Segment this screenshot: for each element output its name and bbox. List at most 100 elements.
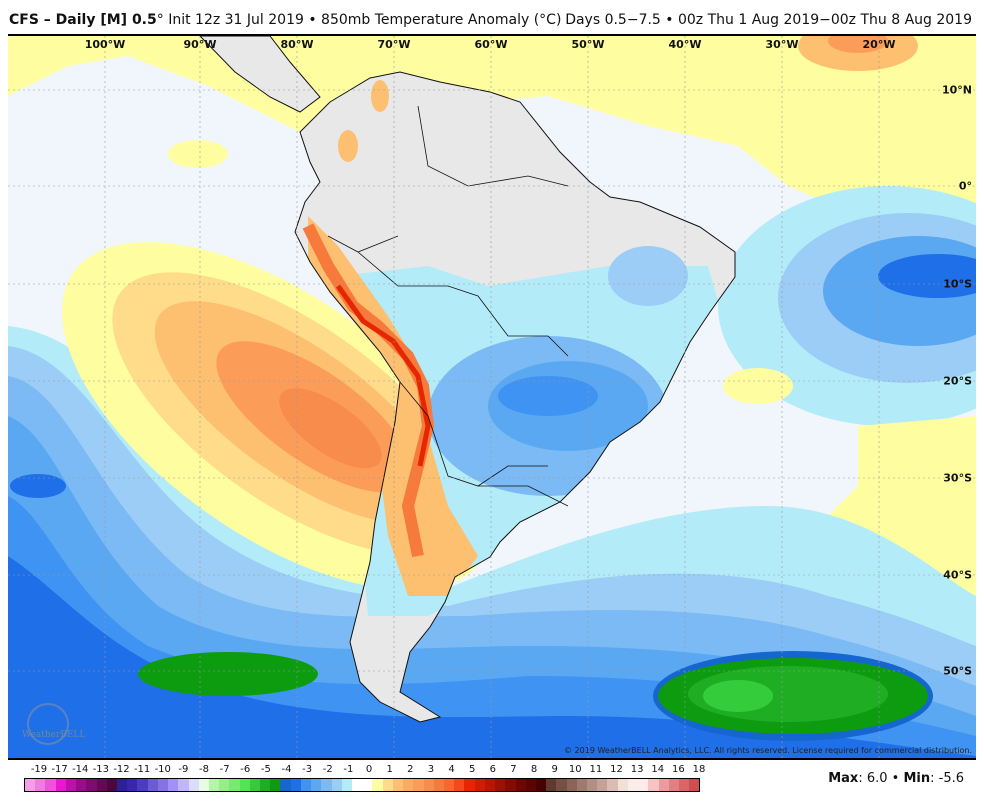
colorbar-swatch	[382, 779, 393, 791]
colorbar-swatch	[116, 779, 128, 791]
colorbar-swatch	[443, 779, 455, 791]
colorbar-swatch	[147, 779, 158, 791]
colorbar-swatch	[331, 779, 342, 791]
lon-label: 50°W	[571, 38, 605, 51]
chart-title: CFS – Daily [M] 0.5° Init 12z 31 Jul 201…	[9, 12, 561, 28]
colorbar-swatch	[423, 779, 434, 791]
colorbar-tick-label: -10	[154, 764, 171, 775]
colorbar	[24, 778, 700, 792]
colorbar-swatch	[413, 779, 424, 791]
colorbar-swatch	[55, 779, 66, 791]
lat-label: 20°S	[943, 374, 972, 388]
colorbar-tick-label: 8	[530, 764, 538, 775]
min-value: -5.6	[938, 771, 964, 786]
colorbar-tick-label: -5	[260, 764, 271, 775]
colorbar-swatch	[474, 779, 485, 791]
lat-label: 10°N	[941, 83, 972, 97]
colorbar-tick-label: 1	[386, 764, 393, 775]
map-canvas	[8, 36, 976, 758]
colorbar-swatch	[525, 779, 536, 791]
colorbar-swatch	[597, 779, 608, 791]
colorbar-swatch	[638, 779, 649, 791]
max-value: 6.0	[866, 771, 888, 786]
colorbar-tick-label: 16	[672, 764, 685, 775]
colorbar-tick-label: 0	[365, 764, 373, 775]
colorbar-swatch	[535, 779, 547, 791]
colorbar-tick-label: -13	[92, 764, 110, 775]
colorbar-tick-label: -14	[72, 764, 89, 775]
colorbar-swatch	[65, 779, 77, 791]
colorbar-swatch	[648, 779, 659, 791]
lon-label: 80°W	[280, 38, 314, 51]
colorbar-tick-label: 14	[651, 764, 665, 775]
logo-swirl-icon	[27, 703, 69, 745]
max-label: Max	[828, 771, 859, 786]
colorbar-swatch	[627, 779, 639, 791]
valid-period: Days 0.5−7.5 • 00z Thu 1 Aug 2019−00z Th…	[565, 12, 972, 28]
colorbar-swatch	[454, 779, 465, 791]
colorbar-swatch	[341, 779, 352, 791]
model-name: CFS – Daily [M] 0.5	[9, 12, 157, 28]
colorbar-tick-label: 3	[427, 764, 435, 775]
colorbar-swatch	[96, 779, 107, 791]
colorbar-tick-label: 11	[589, 764, 603, 775]
max-min-stats: Max: 6.0 • Min: -5.6	[828, 771, 964, 786]
colorbar-swatch	[433, 779, 444, 791]
colorbar-tick-label: 5	[468, 764, 476, 775]
anomaly-map: 100°W 90°W 80°W 70°W 60°W 50°W 40°W 30°W…	[8, 34, 976, 760]
lon-label: 30°W	[765, 38, 799, 51]
colorbar-tick-label: 10	[568, 764, 582, 775]
colorbar-swatch	[280, 779, 291, 791]
colorbar-tick-label: -7	[219, 764, 230, 775]
colorbar-swatch	[587, 779, 598, 791]
colorbar-swatch	[239, 779, 250, 791]
colorbar-tick-label: 7	[510, 764, 517, 775]
colorbar-swatch	[352, 779, 363, 791]
colorbar-tick-label: -9	[178, 764, 189, 775]
colorbar-swatch	[219, 779, 230, 791]
lon-label: 40°W	[668, 38, 702, 51]
lat-label: 40°S	[943, 568, 972, 582]
colorbar-swatch	[392, 779, 404, 791]
colorbar-tick-label: -17	[51, 764, 68, 775]
colorbar-swatch	[229, 779, 240, 791]
colorbar-tick-label: -12	[113, 764, 130, 775]
colorbar-tick-label: -11	[133, 764, 151, 775]
colorbar-swatch	[505, 779, 516, 791]
colorbar-swatch	[208, 779, 220, 791]
weatherbell-logo: WeatherBELL	[22, 730, 86, 740]
lat-label: 10°S	[943, 277, 972, 291]
colorbar-swatch	[607, 779, 618, 791]
colorbar-swatch	[76, 779, 87, 791]
lon-label: 20°W	[862, 38, 896, 51]
colorbar-tick-label: -1	[343, 764, 354, 775]
colorbar-swatch	[260, 779, 271, 791]
colorbar-swatch	[679, 779, 690, 791]
colorbar-swatch	[270, 779, 281, 791]
min-label: Min	[903, 771, 931, 786]
colorbar-swatch	[249, 779, 261, 791]
colorbar-swatch	[372, 779, 383, 791]
colorbar-tick-label: -3	[302, 764, 313, 775]
colorbar-swatch	[300, 779, 312, 791]
colorbar-tick-label: 2	[407, 764, 414, 775]
colorbar-swatch	[198, 779, 209, 791]
colorbar-swatch	[127, 779, 138, 791]
lon-label: 90°W	[183, 38, 217, 51]
colorbar-swatch	[106, 779, 117, 791]
colorbar-swatch	[137, 779, 148, 791]
colorbar-swatch	[484, 779, 496, 791]
colorbar-swatch	[25, 779, 36, 791]
colorbar-swatch	[362, 779, 373, 791]
lat-label: 30°S	[943, 471, 972, 485]
colorbar-swatch	[617, 779, 628, 791]
colorbar-swatch	[576, 779, 588, 791]
colorbar-swatch	[45, 779, 56, 791]
colorbar-swatch	[546, 779, 557, 791]
colorbar-swatch	[464, 779, 475, 791]
lat-label: 0°	[958, 179, 972, 193]
colorbar-swatch	[290, 779, 301, 791]
lat-label: 50°S	[943, 664, 972, 678]
colorbar-swatch	[566, 779, 577, 791]
lon-label: 70°W	[377, 38, 411, 51]
